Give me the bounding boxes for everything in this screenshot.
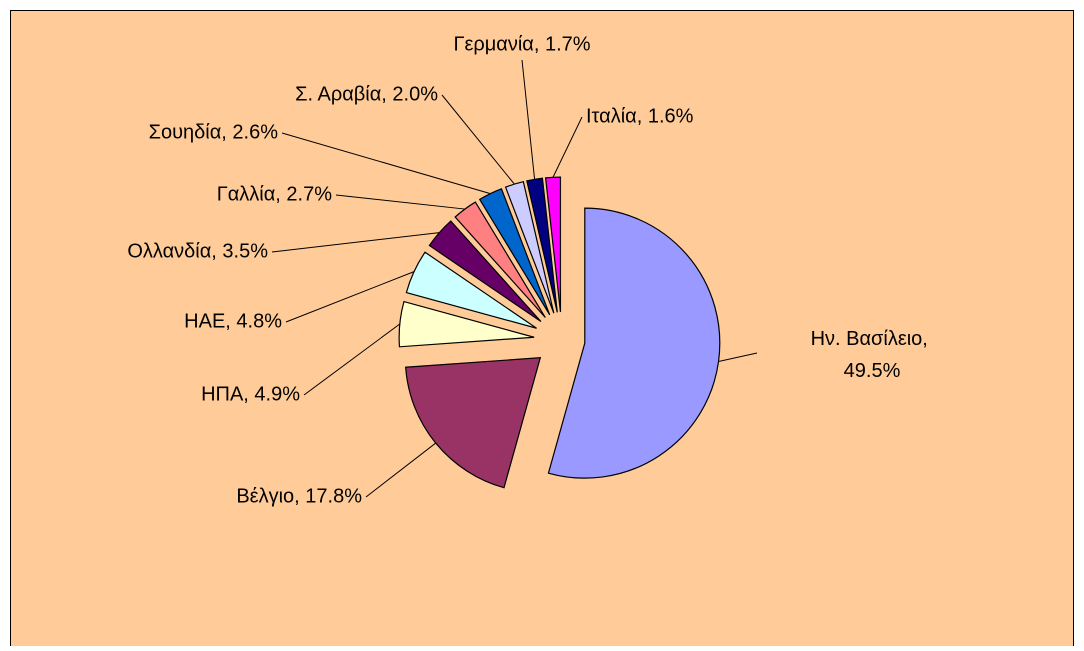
data-label: Ολλανδία, 3.5% <box>127 240 268 262</box>
pie-slice <box>547 207 721 479</box>
pie-slice <box>478 187 551 316</box>
pie-slice <box>398 300 535 348</box>
pie-slice <box>526 177 558 313</box>
data-label: Σουηδία, 2.6% <box>149 121 279 143</box>
leader-line <box>303 323 401 396</box>
pie-slice <box>428 220 542 323</box>
data-label: ΗΠΑ, 4.9% <box>201 383 300 405</box>
data-label: Σ. Αραβία, 2.0% <box>295 83 438 105</box>
chart-area <box>10 10 1074 651</box>
pie-slice <box>405 251 537 329</box>
data-label: Βέλγιο, 17.8% <box>236 485 362 507</box>
pie-slice <box>454 201 546 318</box>
data-label: Ην. Βασίλειο, 49.5% <box>811 328 934 382</box>
data-label: Γαλλία, 2.7% <box>217 183 333 205</box>
leader-line <box>552 116 583 178</box>
leader-line <box>281 132 491 195</box>
data-label: Γερμανία, 1.7% <box>453 33 590 55</box>
data-label-line: Ην. Βασίλειο, <box>811 328 934 350</box>
data-label-line: 49.5% <box>844 360 901 382</box>
leader-line <box>365 442 437 498</box>
leader-line <box>521 59 536 180</box>
pie-slice <box>504 180 555 314</box>
leader-line <box>271 232 440 253</box>
leader-line <box>441 94 515 185</box>
pie-slice <box>544 176 562 313</box>
data-label: Ιταλία, 1.6% <box>586 105 694 127</box>
data-label: ΗΑΕ, 4.8% <box>184 310 282 332</box>
leader-line <box>335 194 465 210</box>
leader-line <box>285 271 415 323</box>
pie-slice <box>405 357 542 489</box>
leader-line <box>718 352 758 362</box>
